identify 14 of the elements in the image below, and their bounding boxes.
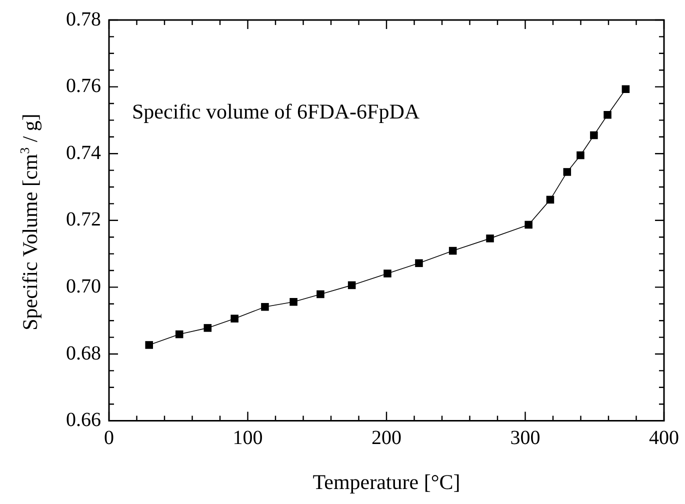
x-axis-title: Temperature [°C] — [312, 470, 460, 494]
annotation: Specific volume of 6FDA-6FpDA — [132, 100, 420, 124]
x-tick-label: 200 — [372, 427, 402, 450]
y-tick-label: 0.74 — [66, 142, 101, 164]
x-tick-label: 100 — [232, 427, 263, 450]
y-tick-label: 0.72 — [66, 208, 101, 231]
y-tick-label: 0.70 — [66, 275, 101, 298]
x-tick-label: 300 — [510, 427, 540, 450]
y-tick-label: 0.68 — [66, 342, 101, 364]
x-tick-label: 400 — [649, 427, 679, 450]
x-tick-label: 0 — [104, 427, 114, 450]
y-tick-label: 0.66 — [66, 409, 101, 432]
y-tick-label: 0.76 — [66, 75, 101, 98]
y-tick-label: 0.78 — [66, 8, 101, 30]
